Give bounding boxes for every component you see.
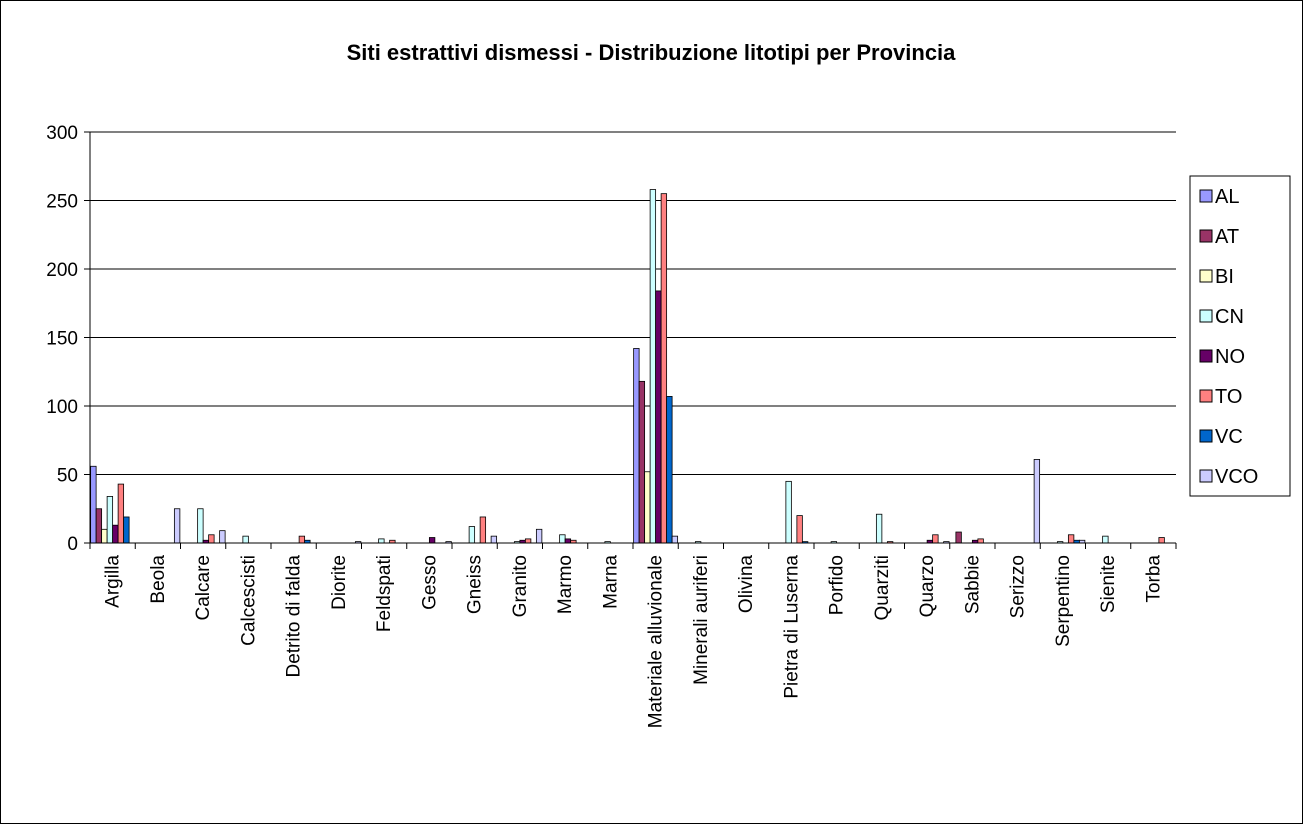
legend-swatch-at [1199,229,1213,243]
x-tick-label-diorite: Diorite [329,555,350,610]
bar-at-argilla [95,508,103,544]
y-tick-label: 100 [46,397,78,418]
bar-vco-gneiss [490,535,498,544]
bar-no-gesso [428,537,436,544]
y-axis-tick-labels: 0 50 100 150 200 250 300 [46,123,78,555]
bar-cn-argilla [106,496,114,544]
x-tick-label-quarziti: Quarziti [872,555,893,620]
legend-swatch-vco [1199,469,1213,483]
gridlines [90,131,1176,475]
x-tick-label-quarzo: Quarzo [917,555,938,617]
bar-no-marmo [564,538,572,544]
x-tick-label-porfido: Porfido [827,555,848,615]
bar-to-calcare [208,534,215,544]
x-tick-label-torba: Torba [1143,555,1164,603]
bar-to-sabbie [977,538,984,544]
x-tick-label-argilla: Argilla [103,555,124,608]
legend-label-vc: VC [1215,426,1243,448]
legend-label-no: NO [1215,346,1245,368]
bar-to-materiale-alluvionale [660,193,668,544]
bar-cn-feldspati [378,538,385,544]
y-tick-label: 50 [57,466,78,487]
legend-label-cn: CN [1215,306,1244,328]
legend-label-to: TO [1215,386,1242,408]
y-tick-label: 0 [67,534,78,555]
legend-swatch-no [1199,349,1213,363]
bar-bi-argilla [101,528,108,544]
x-tick-label-sabbie: Sabbie [962,555,983,614]
x-tick-label-beola: Beola [148,555,169,604]
x-tick-label-minerali-auriferi: Minerali auriferi [691,555,712,685]
y-tick-label: 250 [46,192,78,213]
x-tick-label-marna: Marna [600,555,621,609]
bar-to-argilla [117,483,125,544]
bar-cn-gneiss [468,526,476,544]
legend: AL AT BI CN NO TO VC VCO [1189,175,1291,497]
bar-cn-calcescisti [242,535,249,544]
legend-swatch-cn [1199,309,1213,323]
bar-at-materiale-alluvionale [638,380,646,544]
x-axis-tick-labels: Argilla Beola Calcare Calcescisti Detrito di… [103,555,1165,729]
legend-swatch-al [1199,189,1213,203]
bar-cn-sienite [1102,535,1109,544]
x-tick-label-calcare: Calcare [193,555,214,620]
bar-no-argilla [112,524,119,544]
bar-cn-marmo [559,534,566,544]
bar-vc-argilla [123,516,130,544]
legend-label-at: AT [1215,226,1239,248]
legend-label-bi: BI [1215,266,1234,288]
bar-cn-pietra-di-luserna [785,480,792,544]
y-tick-label: 150 [46,329,78,350]
bar-to-torba [1158,537,1165,544]
y-tick-label: 200 [46,260,78,281]
x-tick-label-detrito-di-falda: Detrito di falda [284,555,305,678]
bar-cn-materiale-alluvionale [649,189,657,544]
x-tick-label-marmo: Marmo [555,555,576,614]
bar-no-materiale-alluvionale [655,290,662,544]
x-tick-label-serizzo: Serizzo [1008,555,1029,618]
x-tick-label-feldspati: Feldspati [374,555,395,632]
x-tick-label-gesso: Gesso [419,555,440,610]
bar-at-sabbie [955,531,962,544]
bar-to-detrito-di-falda [298,535,306,544]
chart-title: Siti estrattivi dismessi - Distribuzione… [347,40,957,65]
y-tick-label: 300 [46,123,78,144]
bar-vco-materiale-alluvionale [671,535,679,544]
bar-to-quarzo [932,534,939,544]
x-tick-label-pietra-di-luserna: Pietra di Luserna [781,555,802,699]
x-tick-label-granito: Granito [510,555,531,617]
bar-vco-serizzo [1033,459,1041,544]
bars [90,189,1165,544]
bar-vco-calcare [219,530,226,544]
legend-swatch-to [1199,389,1213,403]
bar-to-pietra-di-luserna [796,515,803,544]
bar-vco-beola [173,508,181,544]
bar-to-granito [524,538,532,544]
legend-label-al: AL [1215,186,1239,208]
x-tick-label-materiale-alluvionale: Materiale alluvionale [646,555,667,728]
x-tick-label-gneiss: Gneiss [465,555,486,614]
bar-vc-materiale-alluvionale [666,396,673,544]
x-tick-label-calcescisti: Calcescisti [238,555,259,646]
bar-to-serpentino [1067,534,1075,544]
x-tick-label-sienite: Sienite [1098,555,1119,613]
bar-cn-quarziti [875,513,883,544]
x-tick-label-olivina: Olivina [736,555,757,614]
x-tick-label-serpentino: Serpentino [1053,555,1074,647]
bar-vco-granito [535,528,543,544]
bar-cn-calcare [197,508,204,544]
bar-to-gneiss [479,516,487,544]
legend-swatch-bi [1199,269,1213,283]
bar-al-materiale-alluvionale [633,348,640,544]
legend-label-vco: VCO [1215,466,1258,488]
bar-bi-materiale-alluvionale [644,471,651,544]
axes [84,131,1177,549]
legend-box [1189,175,1291,497]
legend-swatch-vc [1199,429,1213,443]
bar-al-argilla [90,465,97,544]
